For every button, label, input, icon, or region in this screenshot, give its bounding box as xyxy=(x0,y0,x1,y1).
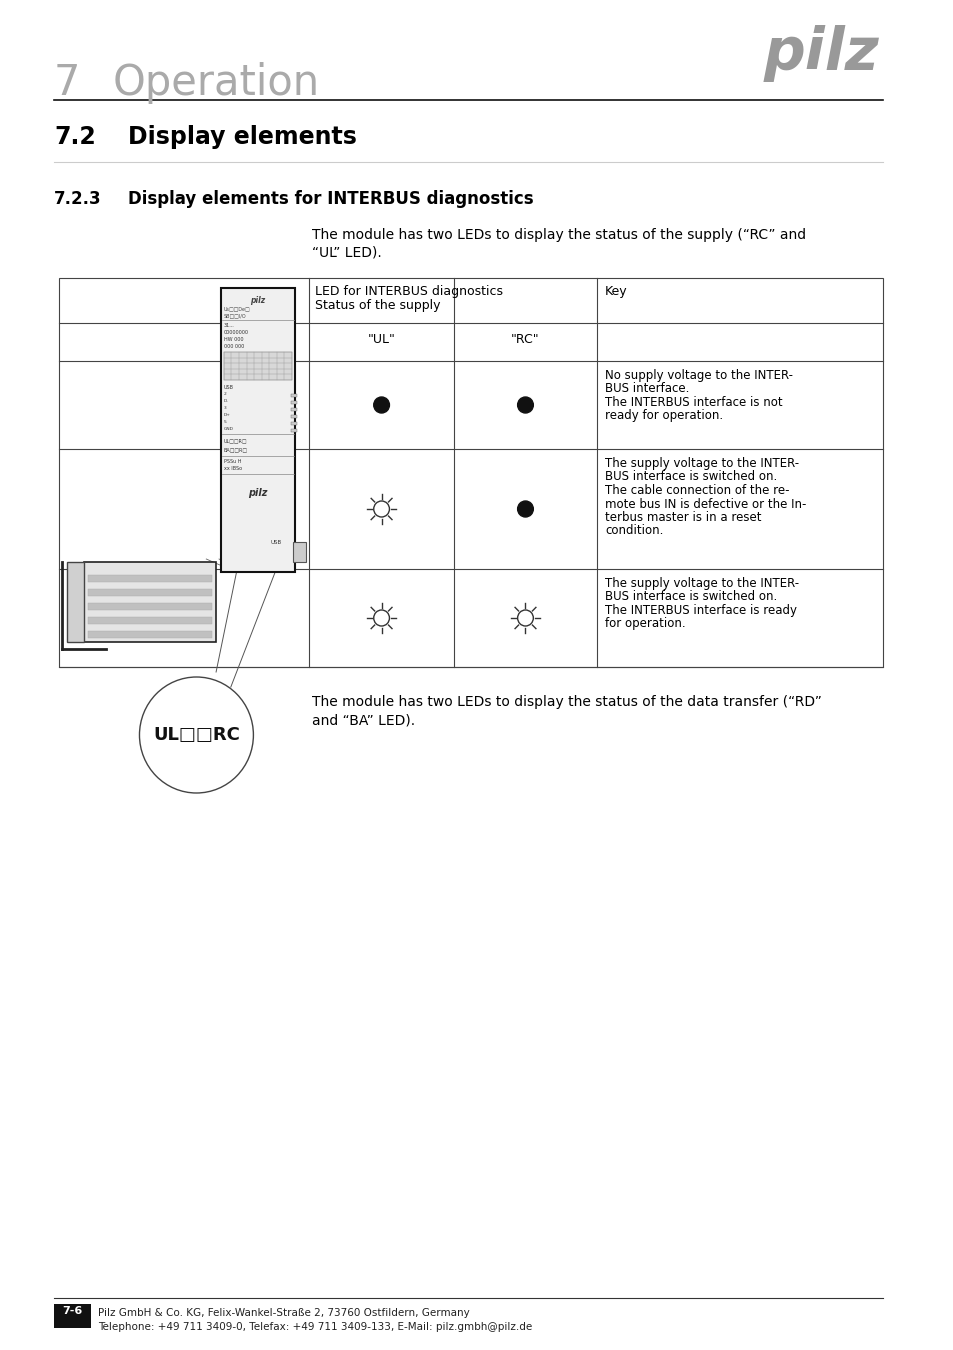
Text: The module has two LEDs to display the status of the supply (“RC” and: The module has two LEDs to display the s… xyxy=(312,228,805,242)
Text: 000 000: 000 000 xyxy=(224,344,244,350)
Bar xyxy=(89,617,212,624)
Text: GND: GND xyxy=(224,427,233,431)
Text: Pilz GmbH & Co. KG, Felix-Wankel-Straße 2, 73760 Ostfildern, Germany: Pilz GmbH & Co. KG, Felix-Wankel-Straße … xyxy=(98,1308,470,1318)
Text: Key: Key xyxy=(604,285,627,298)
Text: Telephone: +49 711 3409-0, Telefax: +49 711 3409-133, E-Mail: pilz.gmbh@pilz.de: Telephone: +49 711 3409-0, Telefax: +49 … xyxy=(98,1322,532,1332)
Text: BUS interface is switched on.: BUS interface is switched on. xyxy=(604,590,777,603)
Text: BUS interface.: BUS interface. xyxy=(604,382,689,396)
Text: xx IBSo: xx IBSo xyxy=(224,466,242,471)
Text: The cable connection of the re-: The cable connection of the re- xyxy=(604,485,789,497)
Text: pilz: pilz xyxy=(248,487,267,498)
Text: 7.2: 7.2 xyxy=(54,126,95,148)
Text: condition.: condition. xyxy=(604,525,662,537)
Text: D-: D- xyxy=(224,400,229,404)
Text: Display elements for INTERBUS diagnostics: Display elements for INTERBUS diagnostic… xyxy=(128,190,533,208)
Bar xyxy=(291,414,296,418)
Bar xyxy=(67,562,85,643)
Circle shape xyxy=(517,397,533,413)
Text: pilz: pilz xyxy=(250,296,265,305)
Text: pilz: pilz xyxy=(762,26,878,82)
Text: BUS interface is switched on.: BUS interface is switched on. xyxy=(604,471,777,483)
Text: for operation.: for operation. xyxy=(604,617,685,630)
Bar xyxy=(54,1304,91,1328)
Text: No supply voltage to the INTER-: No supply voltage to the INTER- xyxy=(604,369,792,382)
Text: 7: 7 xyxy=(54,62,80,104)
Bar xyxy=(59,278,882,667)
Text: "UL": "UL" xyxy=(367,333,395,346)
Text: Display elements: Display elements xyxy=(128,126,356,148)
Text: D+: D+ xyxy=(224,413,231,417)
Text: Operation: Operation xyxy=(112,62,320,104)
Text: UL□□RC: UL□□RC xyxy=(152,726,239,744)
Circle shape xyxy=(517,501,533,517)
Text: The INTERBUS interface is ready: The INTERBUS interface is ready xyxy=(604,603,796,617)
Text: 2: 2 xyxy=(224,392,227,396)
Text: HW 000: HW 000 xyxy=(224,338,243,342)
Text: USB: USB xyxy=(224,385,233,390)
Text: “UL” LED).: “UL” LED). xyxy=(312,246,382,261)
Text: Status of the supply: Status of the supply xyxy=(314,298,440,312)
Bar xyxy=(89,603,212,610)
Text: 7-6: 7-6 xyxy=(63,1305,83,1316)
Bar xyxy=(89,617,212,624)
Bar xyxy=(89,589,212,595)
Bar xyxy=(291,401,296,404)
Circle shape xyxy=(374,501,389,517)
Text: SB□□I/O: SB□□I/O xyxy=(224,313,246,319)
Text: The INTERBUS interface is not: The INTERBUS interface is not xyxy=(604,396,781,409)
Text: 3: 3 xyxy=(224,406,227,410)
Text: terbus master is in a reset: terbus master is in a reset xyxy=(604,512,760,524)
Circle shape xyxy=(139,676,253,792)
Bar xyxy=(89,575,212,582)
Bar xyxy=(291,394,296,397)
Circle shape xyxy=(517,610,533,626)
Text: LED for INTERBUS diagnostics: LED for INTERBUS diagnostics xyxy=(314,285,503,298)
Text: PSSu H: PSSu H xyxy=(224,459,241,464)
Text: Us□□De□: Us□□De□ xyxy=(224,306,251,310)
Bar xyxy=(85,562,216,643)
Text: The supply voltage to the INTER-: The supply voltage to the INTER- xyxy=(604,458,799,470)
Text: 7.2.3: 7.2.3 xyxy=(54,190,102,208)
Text: UL□□R□: UL□□R□ xyxy=(224,437,247,443)
Bar xyxy=(221,288,294,572)
Bar xyxy=(224,352,292,379)
Text: ready for operation.: ready for operation. xyxy=(604,409,722,423)
Bar xyxy=(291,408,296,410)
Circle shape xyxy=(374,397,389,413)
Text: "RC": "RC" xyxy=(511,333,539,346)
Text: The supply voltage to the INTER-: The supply voltage to the INTER- xyxy=(604,576,799,590)
Bar xyxy=(293,541,306,562)
Bar xyxy=(291,429,296,432)
Bar xyxy=(89,630,212,639)
Bar xyxy=(89,630,212,639)
Text: 00000000: 00000000 xyxy=(224,329,249,335)
Text: and “BA” LED).: and “BA” LED). xyxy=(312,713,415,728)
Bar xyxy=(89,575,212,582)
Text: mote bus IN is defective or the In-: mote bus IN is defective or the In- xyxy=(604,498,805,510)
Bar xyxy=(291,423,296,425)
Bar xyxy=(89,603,212,610)
Text: The module has two LEDs to display the status of the data transfer (“RD”: The module has two LEDs to display the s… xyxy=(312,695,821,709)
Bar xyxy=(89,589,212,595)
Text: 31...: 31... xyxy=(224,323,234,328)
Text: BA□□R□: BA□□R□ xyxy=(224,447,248,452)
Circle shape xyxy=(374,610,389,626)
Text: 5: 5 xyxy=(224,420,227,424)
Text: USB: USB xyxy=(270,540,281,545)
